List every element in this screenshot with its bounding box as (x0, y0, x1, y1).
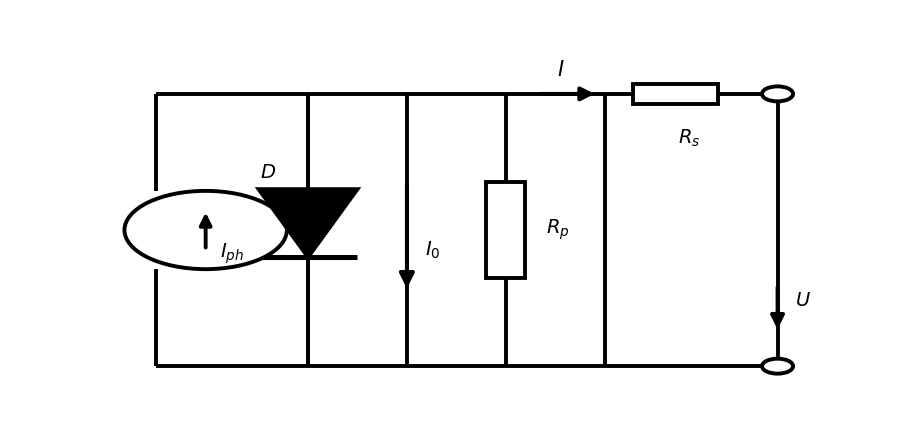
Bar (633, 84, 718, 104)
Text: $R_s$: $R_s$ (678, 128, 701, 149)
Text: $I_0$: $I_0$ (425, 240, 440, 261)
Text: $I_{ph}$: $I_{ph}$ (220, 242, 244, 266)
Text: $R_p$: $R_p$ (547, 218, 570, 242)
Text: $U$: $U$ (795, 293, 811, 310)
Text: $I$: $I$ (557, 60, 564, 80)
Circle shape (762, 358, 793, 373)
Polygon shape (259, 189, 357, 257)
Circle shape (762, 86, 793, 101)
Text: $D$: $D$ (261, 164, 276, 183)
Bar (486, 183, 525, 278)
Circle shape (125, 191, 287, 269)
